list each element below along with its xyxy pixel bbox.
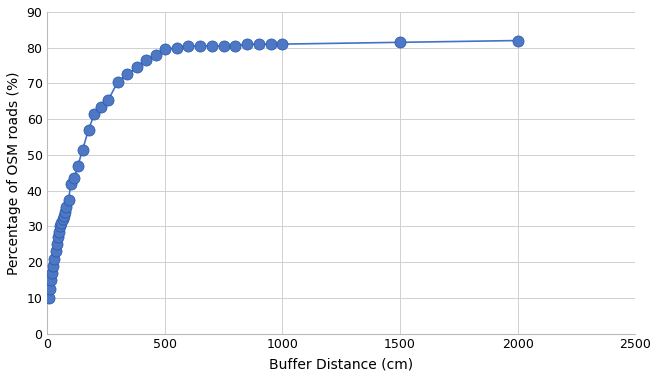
Y-axis label: Percentage of OSM roads (%): Percentage of OSM roads (%) — [7, 71, 21, 274]
X-axis label: Buffer Distance (cm): Buffer Distance (cm) — [269, 357, 413, 371]
